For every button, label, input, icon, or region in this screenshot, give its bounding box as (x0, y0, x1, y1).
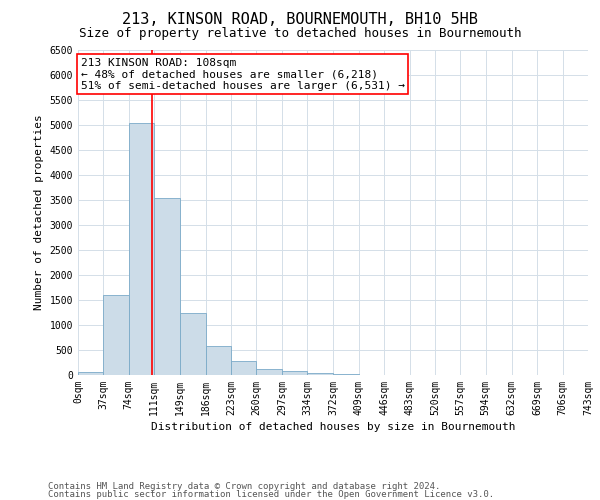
Bar (154, 198, 180, 375)
Bar (206, 346, 231, 375)
X-axis label: Distribution of detached houses by size in Bournemouth: Distribution of detached houses by size … (151, 422, 515, 432)
Bar (180, 312, 206, 375)
Text: 213 KINSON ROAD: 108sqm
← 48% of detached houses are smaller (6,218)
51% of semi: 213 KINSON ROAD: 108sqm ← 48% of detache… (81, 58, 405, 90)
Bar (334, 374, 359, 375)
Text: Contains public sector information licensed under the Open Government Licence v3: Contains public sector information licen… (48, 490, 494, 499)
Text: 213, KINSON ROAD, BOURNEMOUTH, BH10 5HB: 213, KINSON ROAD, BOURNEMOUTH, BH10 5HB (122, 12, 478, 28)
Text: Size of property relative to detached houses in Bournemouth: Size of property relative to detached ho… (79, 28, 521, 40)
Text: Contains HM Land Registry data © Crown copyright and database right 2024.: Contains HM Land Registry data © Crown c… (48, 482, 440, 491)
Bar (129, 122, 154, 375)
Bar (231, 361, 256, 375)
Bar (307, 373, 334, 375)
Y-axis label: Number of detached properties: Number of detached properties (34, 114, 44, 310)
Bar (103, 295, 129, 375)
Bar (78, 372, 103, 375)
Bar (282, 371, 307, 375)
Bar (256, 369, 282, 375)
